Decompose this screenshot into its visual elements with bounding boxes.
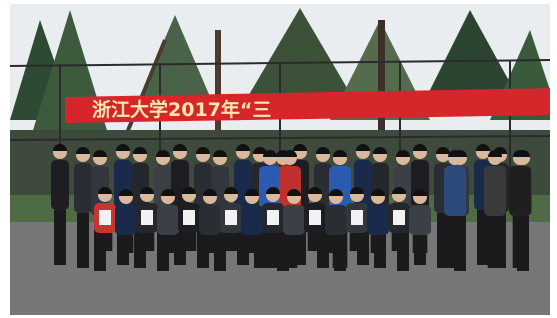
person-legs — [371, 235, 386, 253]
person-body — [444, 166, 466, 216]
person-legs — [437, 213, 449, 268]
person-legs — [477, 210, 489, 265]
person-legs — [488, 216, 503, 268]
person-body — [484, 166, 506, 216]
person-legs — [308, 233, 323, 251]
person-body — [367, 205, 389, 235]
person-body — [157, 205, 179, 235]
person-legs — [161, 235, 176, 253]
person-legs — [98, 233, 113, 251]
scene: 浙江大学2017年“三 — [10, 4, 557, 317]
person-legs — [448, 216, 463, 268]
person-legs — [513, 216, 528, 268]
person-legs — [203, 235, 218, 253]
person-body — [115, 205, 137, 235]
page: 浙江大学2017年“三 (() => { const data = JSON.p… — [0, 0, 557, 318]
certificate — [309, 210, 321, 225]
certificate — [351, 210, 363, 225]
certificate — [141, 210, 153, 225]
people — [51, 144, 532, 271]
person-legs — [54, 210, 66, 265]
certificate — [99, 210, 111, 225]
certificate — [225, 210, 237, 225]
person-legs — [119, 235, 134, 253]
person-legs — [140, 233, 155, 251]
person-legs — [329, 235, 344, 253]
person-body — [325, 205, 347, 235]
person-body — [509, 166, 531, 216]
person-legs — [350, 233, 365, 251]
person-legs — [77, 213, 89, 268]
person-legs — [245, 235, 260, 253]
person-legs — [224, 233, 239, 251]
person-body — [283, 205, 305, 235]
person-legs — [182, 233, 197, 251]
person-legs — [413, 235, 428, 253]
person-legs — [287, 235, 302, 253]
banner-text: 浙江大学2017年“三 — [92, 98, 271, 121]
person-body — [171, 160, 189, 210]
person-body — [51, 160, 69, 210]
photo: 浙江大学2017年“三 — [0, 0, 557, 318]
person-legs — [392, 233, 407, 251]
person-body — [409, 205, 431, 235]
person-legs — [266, 233, 281, 251]
certificate — [267, 210, 279, 225]
person-body — [199, 205, 221, 235]
certificate — [393, 210, 405, 225]
person-body — [354, 160, 372, 210]
person-body — [241, 205, 263, 235]
certificate — [183, 210, 195, 225]
person-body — [74, 163, 92, 213]
